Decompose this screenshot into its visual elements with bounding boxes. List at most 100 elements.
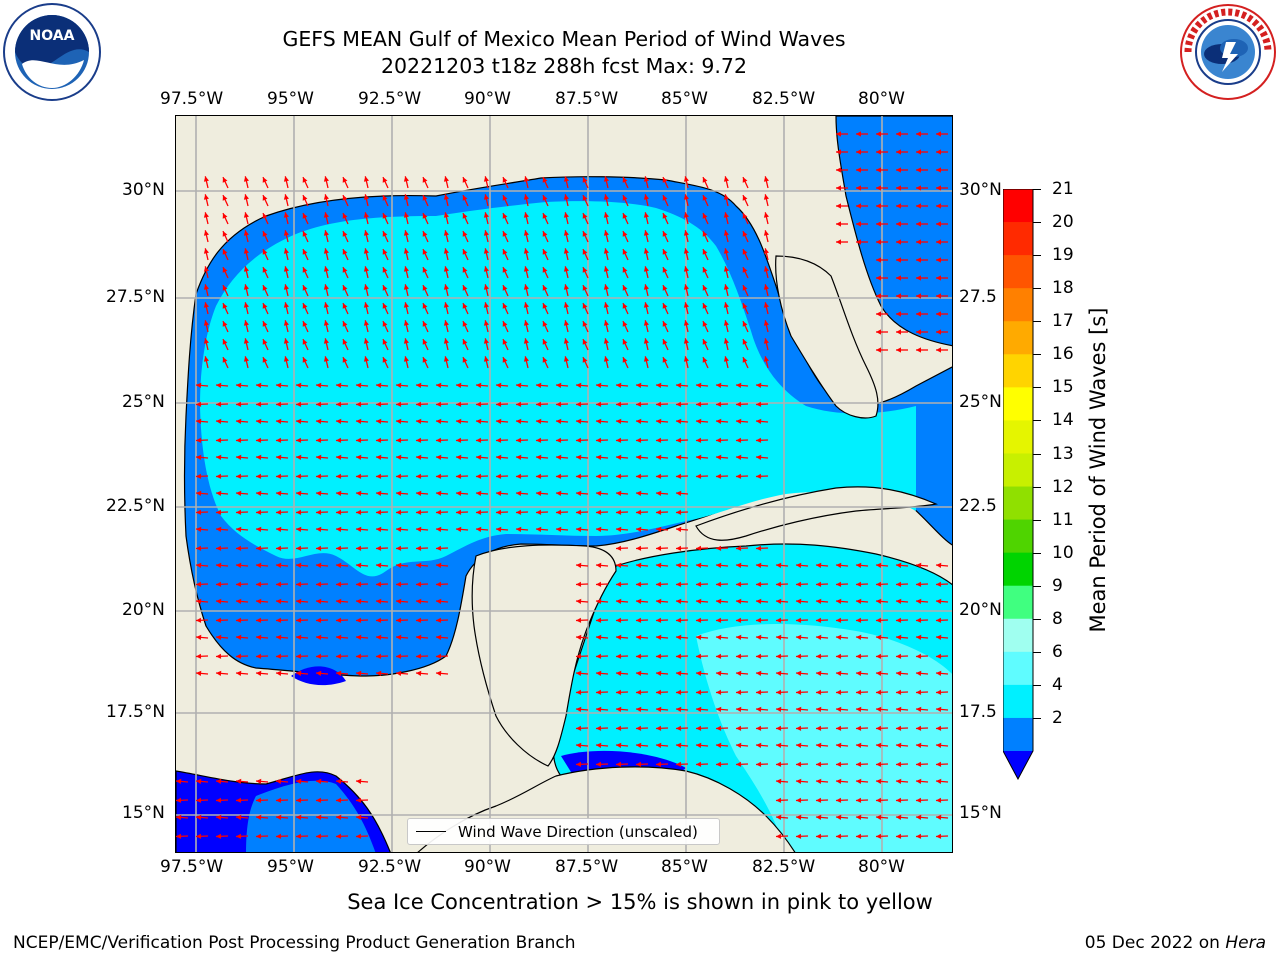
wind-arrow-head — [422, 357, 428, 363]
wind-arrow-head — [776, 598, 782, 604]
wind-arrow-head — [216, 509, 222, 515]
wind-arrow-head — [742, 213, 748, 219]
wind-arrow-head — [742, 267, 748, 273]
wind-arrow-head — [696, 562, 702, 568]
wind-arrow-head — [556, 490, 562, 496]
wind-arrow-head — [856, 562, 862, 568]
wind-arrow-head — [382, 231, 388, 237]
wind-arrow-head — [856, 131, 861, 137]
wind-arrow-head — [416, 670, 422, 676]
wind-arrow-head — [296, 778, 302, 784]
wind-arrow-head — [523, 284, 529, 290]
wind-arrow-head — [662, 321, 668, 327]
wind-arrow-head — [936, 185, 941, 191]
wind-arrow-head — [936, 239, 941, 245]
wind-arrow-head — [296, 653, 302, 659]
wind-arrow-head — [563, 284, 569, 290]
wind-arrow-head — [896, 742, 902, 748]
colorbar-segment — [1003, 717, 1033, 752]
wind-arrow-head — [416, 509, 422, 515]
wind-arrow-head — [216, 797, 222, 803]
wind-arrow-head — [443, 194, 449, 200]
wind-arrow-head — [936, 689, 942, 695]
wind-arrow-head — [662, 285, 668, 291]
wind-arrow-head — [376, 382, 382, 388]
wind-arrow-head — [616, 617, 622, 623]
wind-arrow-head — [936, 311, 941, 317]
wind-arrow-head — [236, 562, 242, 568]
wind-arrow-head — [736, 562, 742, 568]
wind-arrow-head — [462, 339, 468, 345]
wind-arrow-head — [483, 356, 489, 362]
wind-arrow-head — [203, 230, 209, 236]
wind-arrow-head — [276, 545, 282, 551]
x-tick-top: 80°W — [858, 89, 905, 109]
colorbar-segment — [1003, 486, 1033, 521]
wind-arrow-head — [443, 284, 449, 290]
colorbar-outline — [1002, 188, 1034, 781]
wind-arrow-head — [683, 284, 689, 290]
wind-arrow-head — [283, 302, 289, 308]
wind-arrow-head — [622, 303, 628, 309]
wind-arrow-head — [896, 185, 901, 191]
wind-arrow-head — [496, 437, 502, 443]
wind-arrow-head — [422, 321, 428, 327]
wind-arrow-head — [643, 194, 649, 200]
wind-arrow-head — [276, 382, 282, 388]
wind-arrow-head — [662, 195, 668, 201]
wind-arrow-head — [696, 545, 702, 551]
wind-arrow-head — [243, 284, 249, 290]
wind-arrow-head — [403, 230, 409, 236]
wind-arrow-head — [316, 670, 322, 676]
wind-arrow-head — [502, 303, 508, 309]
gulf-deep-water — [200, 201, 916, 577]
wind-arrow-head — [443, 320, 449, 326]
wind-arrow-head — [636, 634, 642, 640]
wind-arrow-head — [222, 303, 228, 309]
footer-left: NCEP/EMC/Verification Post Processing Pr… — [13, 933, 576, 953]
wind-arrow-head — [763, 230, 769, 236]
wind-arrow-head — [502, 195, 508, 201]
wind-arrow-head — [276, 670, 282, 676]
x-tick-top: 95°W — [267, 89, 314, 109]
wind-arrow-head — [796, 778, 802, 784]
colorbar-segment — [1003, 189, 1033, 223]
wind-arrow-head — [742, 177, 748, 183]
wind-arrow-head — [216, 418, 222, 424]
wind-arrow-head — [796, 670, 802, 676]
wind-arrow-head — [916, 131, 921, 137]
wind-arrow-head — [736, 706, 742, 712]
wind-arrow-head — [636, 689, 642, 695]
wind-arrow-head — [203, 176, 209, 182]
x-tick-top: 87.5°W — [555, 89, 619, 109]
wind-arrow-head — [716, 545, 722, 551]
wind-arrow-head — [276, 401, 282, 407]
wind-arrow-head — [416, 617, 422, 623]
atlantic-water — [835, 116, 952, 347]
wind-arrow-head — [643, 266, 649, 272]
wind-arrow-head — [236, 401, 242, 407]
wind-arrow-head — [622, 231, 628, 237]
colorbar-segment — [1003, 585, 1033, 620]
wind-arrow-head — [523, 356, 529, 362]
wind-arrow-head — [636, 562, 642, 568]
wind-arrow-head — [283, 320, 289, 326]
wind-arrow-head — [516, 490, 522, 496]
wind-arrow-head — [436, 634, 442, 640]
wind-arrow-head — [896, 221, 901, 227]
wind-arrow-head — [276, 778, 282, 784]
wind-arrow-head — [216, 833, 222, 839]
wind-arrow-head — [603, 356, 609, 362]
wind-arrow-head — [276, 454, 282, 460]
wind-arrow-head — [603, 230, 609, 236]
colorbar-segment — [1003, 255, 1033, 289]
wind-arrow-head — [616, 382, 622, 388]
wind-arrow-head — [196, 562, 202, 568]
wind-arrow-head — [656, 454, 662, 460]
wind-arrow-head — [336, 401, 342, 407]
wind-arrow-head — [176, 833, 182, 839]
wind-arrow-head — [916, 329, 921, 335]
wind-arrow-head — [342, 267, 348, 273]
wind-arrow-head — [742, 357, 748, 363]
wind-arrow-head — [856, 761, 862, 767]
